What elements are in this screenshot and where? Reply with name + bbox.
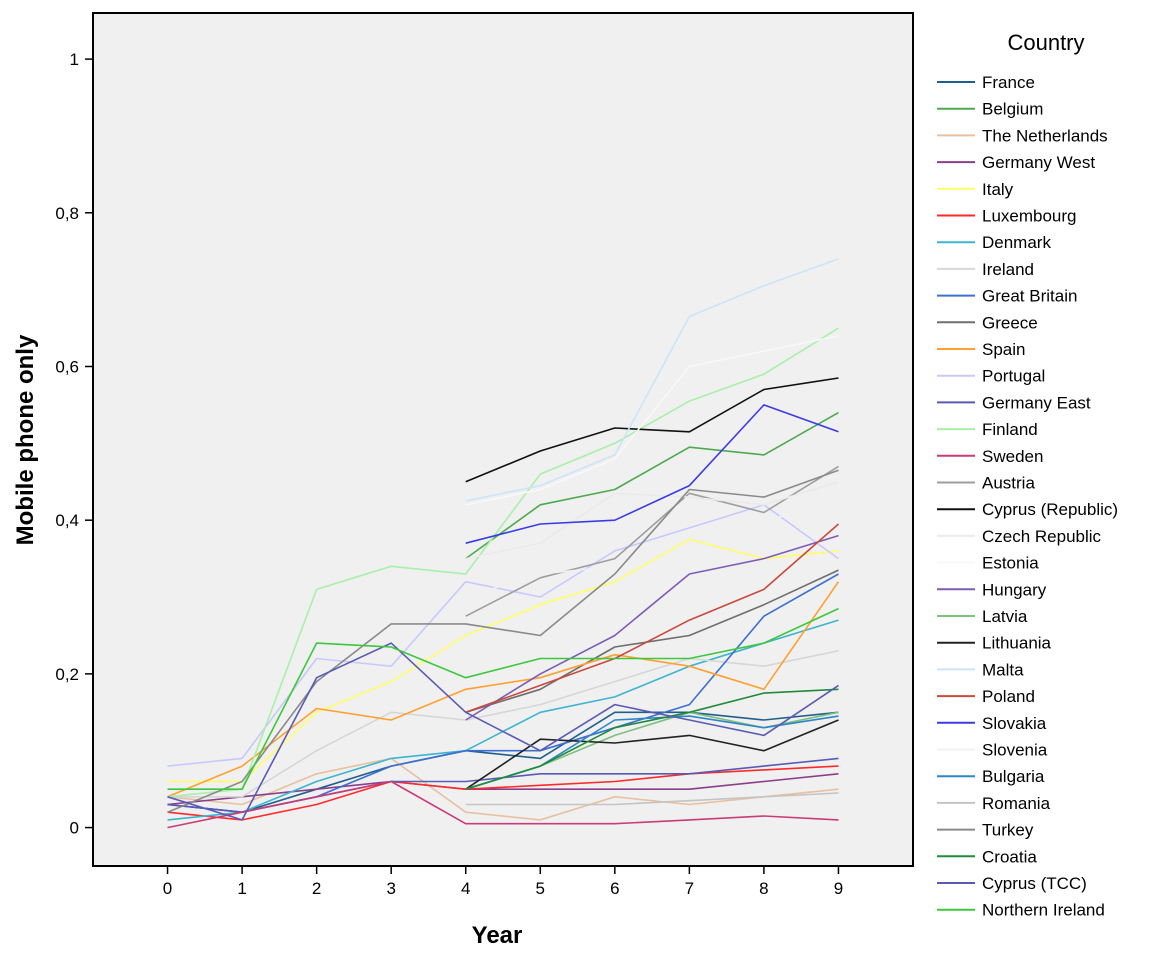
x-tick-label: 4 bbox=[461, 879, 470, 898]
legend-label: Spain bbox=[982, 340, 1025, 359]
legend-label: France bbox=[982, 73, 1035, 92]
series-line-greece bbox=[465, 569, 839, 714]
legend-label: Austria bbox=[982, 474, 1035, 493]
x-tick-label: 2 bbox=[312, 879, 321, 898]
legend-label: Portugal bbox=[982, 367, 1045, 386]
x-tick-label: 5 bbox=[536, 879, 545, 898]
legend-label: Estonia bbox=[982, 554, 1039, 573]
series-line-the-netherlands bbox=[167, 757, 839, 821]
series-line-austria bbox=[465, 465, 839, 617]
series-line-turkey bbox=[167, 469, 839, 813]
legend-label: Croatia bbox=[982, 847, 1037, 866]
x-tick-label: 9 bbox=[834, 879, 843, 898]
y-tick-label: 0,2 bbox=[55, 665, 79, 684]
series-line-belgium bbox=[465, 411, 839, 560]
x-tick-label: 8 bbox=[759, 879, 768, 898]
series-line-estonia bbox=[465, 335, 839, 506]
legend-label: Latvia bbox=[982, 607, 1028, 626]
x-tick-label: 0 bbox=[163, 879, 172, 898]
y-axis: 0 0,2 0,4 0,6 0,8 1 bbox=[55, 50, 93, 838]
x-tick-label: 7 bbox=[685, 879, 694, 898]
series-line-portugal bbox=[167, 504, 839, 767]
series-line-cyprus-tcc bbox=[167, 642, 839, 821]
series-line-czech-republic bbox=[465, 481, 839, 560]
series-line-finland bbox=[167, 327, 839, 798]
y-tick-label: 0,6 bbox=[55, 357, 79, 376]
x-axis-title: Year bbox=[472, 922, 523, 949]
legend-label: Greece bbox=[982, 313, 1038, 332]
series-line-malta bbox=[465, 258, 839, 502]
x-tick-label: 3 bbox=[386, 879, 395, 898]
series-line-germany-west bbox=[167, 773, 839, 806]
legend-label: Sweden bbox=[982, 447, 1043, 466]
series-line-croatia bbox=[465, 688, 839, 790]
legend-label: The Netherlands bbox=[982, 126, 1108, 145]
legend-label: Slovakia bbox=[982, 714, 1047, 733]
y-tick-label: 0,4 bbox=[55, 511, 79, 530]
legend-label: Romania bbox=[982, 794, 1051, 813]
legend-label: Finland bbox=[982, 420, 1038, 439]
x-axis: 0 1 2 3 4 5 6 7 8 9 bbox=[163, 866, 843, 898]
legend-title: Country bbox=[1007, 30, 1084, 55]
legend-label: Germany East bbox=[982, 393, 1091, 412]
legend-label: Cyprus (Republic) bbox=[982, 500, 1118, 519]
series-line-hungary bbox=[465, 534, 839, 721]
legend-label: Germany West bbox=[982, 153, 1095, 172]
series-lines bbox=[167, 258, 840, 829]
y-tick-label: 0,8 bbox=[55, 204, 79, 223]
series-line-sweden bbox=[167, 780, 839, 829]
y-tick-label: 1 bbox=[70, 50, 79, 69]
y-axis-title: Mobile phone only bbox=[12, 334, 39, 545]
y-tick-label: 0 bbox=[70, 819, 79, 838]
legend-label: Luxembourg bbox=[982, 207, 1077, 226]
x-tick-label: 1 bbox=[237, 879, 246, 898]
series-line-poland bbox=[465, 523, 840, 714]
legend-label: Great Britain bbox=[982, 287, 1077, 306]
series-line-lithuania bbox=[465, 719, 839, 790]
legend-label: Cyprus (TCC) bbox=[982, 874, 1087, 893]
series-line-northern-ireland bbox=[167, 607, 839, 790]
legend-label: Czech Republic bbox=[982, 527, 1102, 546]
legend: Country France Belgium The Netherlands Germ… bbox=[937, 30, 1118, 920]
series-line-ireland bbox=[167, 650, 839, 798]
legend-label: Northern Ireland bbox=[982, 901, 1105, 920]
series-line-france bbox=[167, 711, 839, 813]
series-line-italy bbox=[167, 538, 839, 783]
series-line-romania bbox=[465, 792, 839, 806]
series-line-slovenia bbox=[465, 504, 839, 598]
series-line-luxembourg bbox=[167, 765, 839, 821]
legend-label: Slovenia bbox=[982, 741, 1048, 760]
legend-label: Ireland bbox=[982, 260, 1034, 279]
plot-area bbox=[92, 12, 914, 867]
legend-label: Lithuania bbox=[982, 634, 1052, 653]
series-line-cyprus-republic bbox=[465, 377, 839, 483]
legend-label: Hungary bbox=[982, 580, 1047, 599]
legend-label: Malta bbox=[982, 660, 1024, 679]
series-line-spain bbox=[167, 581, 840, 798]
x-tick-label: 6 bbox=[610, 879, 619, 898]
legend-label: Bulgaria bbox=[982, 767, 1045, 786]
legend-label: Turkey bbox=[982, 821, 1034, 840]
legend-label: Italy bbox=[982, 180, 1014, 199]
legend-label: Poland bbox=[982, 687, 1035, 706]
legend-label: Denmark bbox=[982, 233, 1051, 252]
legend-label: Belgium bbox=[982, 100, 1043, 119]
series-line-slovakia bbox=[465, 404, 839, 544]
